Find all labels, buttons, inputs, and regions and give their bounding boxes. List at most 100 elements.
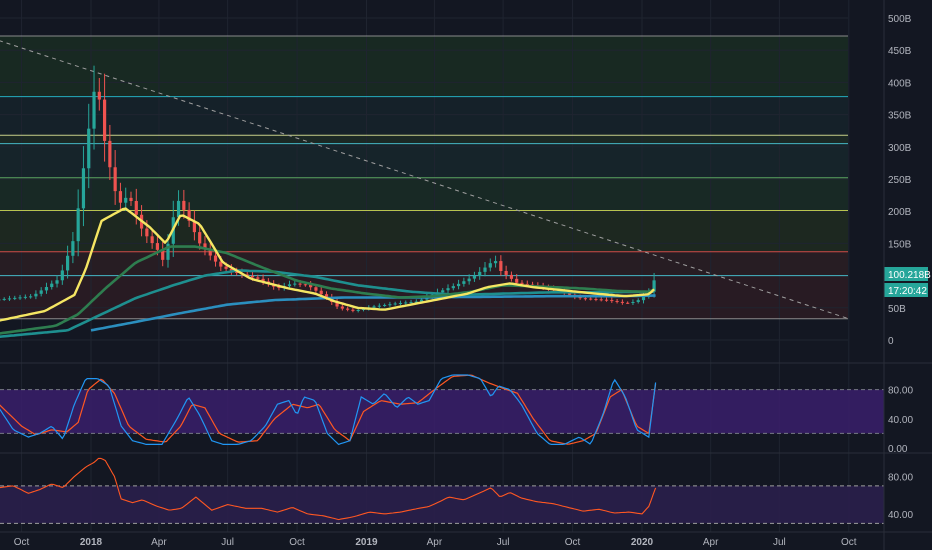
ma-long-line [90, 294, 656, 332]
candle-body [309, 284, 313, 288]
candle-body [620, 301, 624, 303]
candle-body [124, 197, 128, 203]
candle-body [631, 302, 635, 304]
candle-body [145, 228, 149, 237]
stochastic-band-fill [0, 389, 884, 434]
time-tick-label: 2018 [80, 537, 103, 548]
candle-body [102, 99, 107, 141]
rsi-pane[interactable]: 80.00 40.00 [0, 452, 932, 524]
dashed-trendline [0, 40, 849, 320]
candle-body [71, 241, 75, 256]
candle-body [60, 270, 64, 281]
level-zone [0, 135, 848, 144]
candle-body [456, 283, 461, 287]
rsi-band-fill [0, 485, 884, 524]
candle-body [229, 268, 233, 272]
candle-body [29, 296, 33, 298]
candle-body [515, 278, 519, 283]
candle-body [388, 304, 392, 306]
candle-body [224, 266, 228, 269]
candle-body [493, 261, 498, 264]
candle-body [398, 302, 403, 304]
candle-body [155, 243, 160, 250]
candle-body [250, 275, 255, 278]
candle-body [520, 282, 524, 284]
rsi-axis[interactable]: 80.00 40.00 [888, 472, 913, 521]
candle-body [76, 208, 80, 242]
last-price-tag: 100.218B 17:20:42 [884, 267, 931, 297]
candle-body [261, 278, 265, 282]
candle-body [129, 197, 133, 202]
candle-body [314, 287, 318, 291]
candle-body [636, 300, 640, 303]
time-tick-label: Oct [14, 537, 30, 548]
candle-body [150, 236, 154, 244]
time-tick-label: Oct [289, 537, 305, 548]
rsi-line [0, 457, 657, 521]
candle-body [2, 298, 6, 300]
stochastic-pane[interactable]: 80.00 40.00 0.00 [0, 362, 932, 455]
time-tick-label: Apr [703, 537, 719, 548]
candle-body [594, 298, 598, 300]
candle-body [504, 271, 508, 275]
candle-body [372, 306, 376, 308]
time-tick-label: Jul [773, 537, 786, 548]
candle-body [483, 267, 487, 272]
moving-average-lines [0, 207, 656, 338]
level-zone [0, 177, 848, 211]
candle-body [641, 295, 646, 301]
price-tick-label: 300B [888, 143, 912, 154]
level-zone [0, 96, 848, 136]
candle-body [346, 308, 350, 310]
candle-body [589, 298, 593, 300]
level-zone [0, 143, 848, 178]
ma-mid-line [0, 245, 655, 335]
candle-body [383, 304, 387, 306]
candle-body [462, 281, 466, 284]
stochastic-tick-label: 0.00 [888, 444, 908, 455]
time-axis[interactable]: Oct 2018 Apr Jul Oct 2019 Apr Jul Oct 2020 Apr Jul O… [0, 531, 932, 548]
stochastic-axis[interactable]: 80.00 40.00 0.00 [888, 386, 913, 455]
price-tick-label: 500B [888, 14, 912, 25]
stochastic-tick-label: 80.00 [888, 386, 913, 397]
candle-body [187, 209, 191, 221]
price-tick-label: 350B [888, 111, 912, 122]
stochastic-tick-label: 40.00 [888, 415, 913, 426]
time-tick-label: 2019 [355, 537, 378, 548]
rsi-tick-label: 80.00 [888, 472, 913, 483]
level-zone [0, 36, 848, 97]
time-tick-label: 2020 [631, 537, 654, 548]
candle-body [118, 191, 123, 203]
candle-body [303, 284, 307, 286]
level-zone-fills [0, 36, 848, 319]
price-pane[interactable]: 500B450B400B350B300B250B200B150B100B50B0… [0, 0, 931, 532]
countdown-label: 17:20:42 [888, 286, 927, 297]
candle-body [92, 91, 96, 129]
candle-body [409, 301, 413, 303]
candle-body [583, 298, 587, 300]
candle-body [113, 167, 117, 192]
last-price-label: 100.218B [888, 270, 931, 281]
candle-body [213, 255, 218, 262]
candle-body [203, 243, 207, 250]
candle-body [335, 302, 339, 307]
rsi-tick-label: 40.00 [888, 510, 913, 521]
candle-body [235, 271, 239, 274]
candle-body [451, 286, 455, 289]
candle-body [324, 294, 329, 298]
candle-body [161, 249, 165, 260]
candle-body [87, 128, 91, 169]
price-tick-label: 400B [888, 78, 912, 89]
candle-body [176, 200, 181, 218]
candle-body [0, 299, 1, 301]
candle-body [420, 299, 424, 302]
candle-body [488, 263, 492, 268]
time-tick-label: Jul [497, 537, 510, 548]
candle-body [525, 283, 529, 285]
price-tick-label: 450B [888, 46, 912, 57]
candle-body [615, 300, 619, 302]
price-tick-label: 250B [888, 175, 912, 186]
candle-body [208, 249, 212, 256]
candle-body [356, 309, 360, 311]
